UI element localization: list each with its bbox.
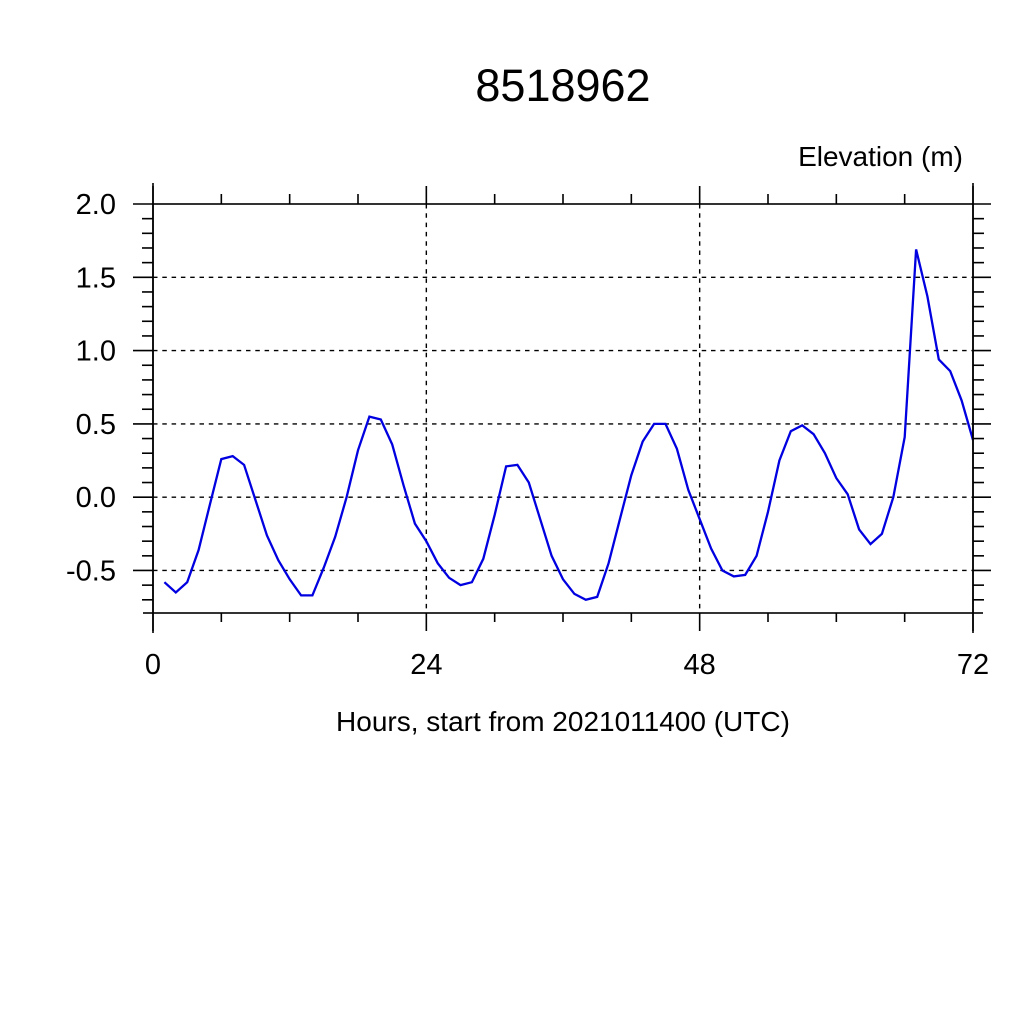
y-tick-label: 0.0 [76, 482, 116, 514]
chart-title: 8518962 [475, 60, 651, 111]
y-tick-label: 1.0 [76, 336, 116, 368]
tide-line [163, 249, 975, 602]
x-axis-label: Hours, start from 2021011400 (UTC) [336, 706, 790, 737]
y-tick-label: 1.5 [76, 262, 116, 294]
x-tick-label: 24 [410, 649, 442, 681]
x-tick-label: 0 [145, 649, 161, 681]
x-tick-label: 48 [684, 649, 716, 681]
y-axis-label: Elevation (m) [798, 141, 963, 172]
y-tick-label: 0.5 [76, 409, 116, 441]
y-tick-label: -0.5 [66, 555, 116, 587]
x-tick-label: 72 [957, 649, 989, 681]
y-tick-label: 2.0 [76, 189, 116, 221]
plot-frame [152, 203, 974, 614]
